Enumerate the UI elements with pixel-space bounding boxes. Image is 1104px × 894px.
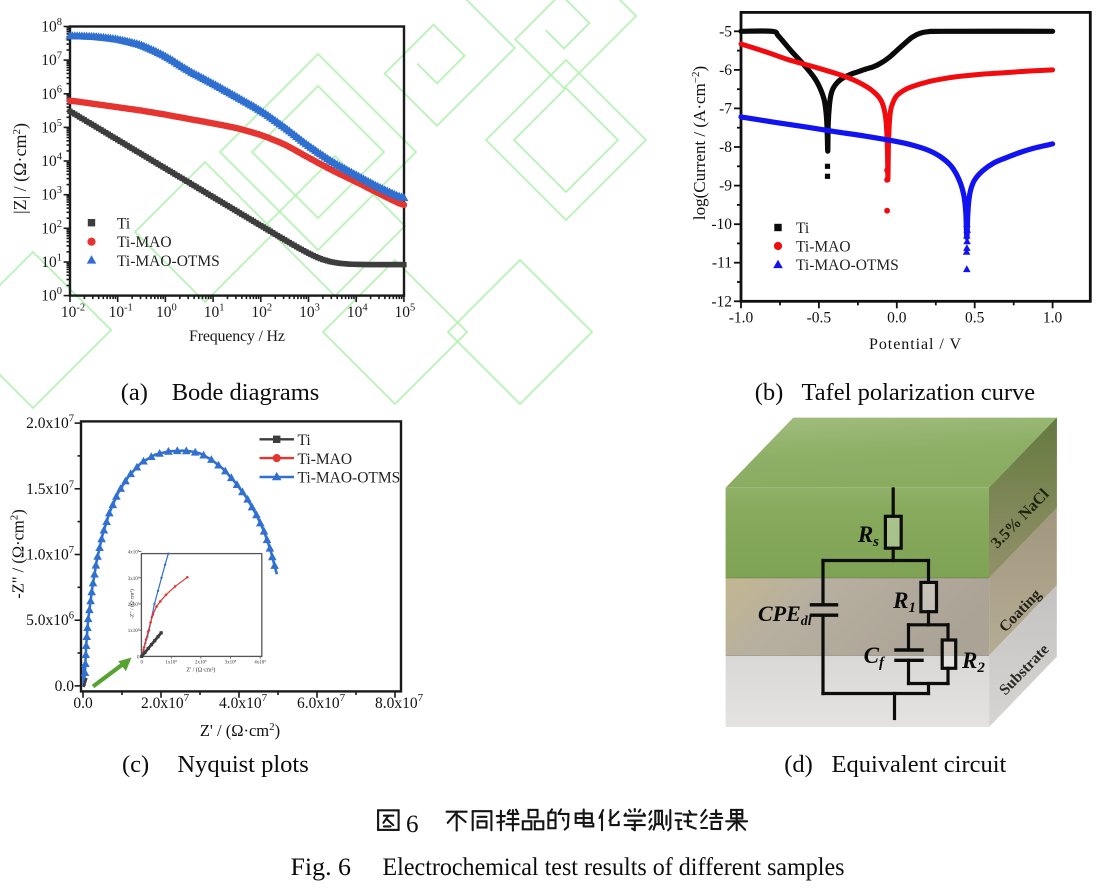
svg-text:Z' / (Ω·cm2): Z' / (Ω·cm2) <box>200 721 280 740</box>
svg-text:6.0x107: 6.0x107 <box>297 692 346 712</box>
svg-text:0.5: 0.5 <box>965 310 985 327</box>
svg-text:-7: -7 <box>719 100 732 117</box>
svg-text:1.0x107: 1.0x107 <box>26 545 74 564</box>
svg-text:107: 107 <box>41 51 62 70</box>
svg-text:103: 103 <box>299 303 320 322</box>
svg-text:Z' / (Ω·cm²): Z' / (Ω·cm²) <box>186 666 215 673</box>
svg-text:3x10⁵: 3x10⁵ <box>225 659 237 665</box>
svg-text:Bode diagrams: Bode diagrams <box>172 379 320 406</box>
svg-text:-12: -12 <box>711 293 732 310</box>
svg-text:CPEdl: CPEdl <box>758 601 812 629</box>
svg-text:0.0: 0.0 <box>55 678 75 695</box>
svg-text:Ti-MAO-OTMS: Ti-MAO-OTMS <box>117 253 220 270</box>
svg-text:10-2: 10-2 <box>61 303 85 322</box>
svg-text:102: 102 <box>251 303 272 322</box>
svg-text:-8: -8 <box>719 139 732 156</box>
svg-text:(d): (d) <box>784 751 813 778</box>
svg-text:5.0x106: 5.0x106 <box>26 611 74 630</box>
svg-text:(b): (b) <box>755 379 784 406</box>
svg-text:-9: -9 <box>719 178 732 195</box>
svg-text:Ti-MAO-OTMS: Ti-MAO-OTMS <box>796 257 899 274</box>
svg-text:3x10⁵: 3x10⁵ <box>128 576 140 582</box>
svg-text:0.0: 0.0 <box>73 695 93 712</box>
svg-text:Ti-MAO: Ti-MAO <box>117 234 172 251</box>
svg-text:102: 102 <box>41 219 62 238</box>
svg-text:Fig. 6: Fig. 6 <box>291 854 352 881</box>
svg-text:Equivalent circuit: Equivalent circuit <box>832 751 1007 778</box>
svg-text:4x10⁵: 4x10⁵ <box>254 659 266 665</box>
svg-text:Ti-MAO: Ti-MAO <box>298 451 353 468</box>
svg-text:1x10⁵: 1x10⁵ <box>128 628 140 634</box>
svg-text:4.0x107: 4.0x107 <box>219 692 268 712</box>
svg-text:Potential / V: Potential / V <box>869 336 961 353</box>
svg-text:103: 103 <box>41 185 62 204</box>
svg-text:Ti-MAO: Ti-MAO <box>796 239 851 256</box>
svg-text:108: 108 <box>41 17 62 36</box>
svg-text:8.0x107: 8.0x107 <box>375 692 424 712</box>
svg-text:1.5x107: 1.5x107 <box>26 479 74 498</box>
svg-text:106: 106 <box>41 84 62 103</box>
svg-text:Electrochemical test results o: Electrochemical test results of differen… <box>383 854 845 881</box>
svg-text:Ti: Ti <box>117 215 131 232</box>
svg-text:-11: -11 <box>712 255 732 272</box>
svg-text:-10: -10 <box>711 216 732 233</box>
svg-text:0: 0 <box>140 660 143 665</box>
svg-text:104: 104 <box>347 303 369 322</box>
svg-text:-5: -5 <box>719 23 732 40</box>
svg-text:0: 0 <box>137 655 140 660</box>
svg-text:-6: -6 <box>719 62 732 79</box>
svg-text:0.0: 0.0 <box>887 310 907 327</box>
svg-text:2x10⁵: 2x10⁵ <box>128 602 140 608</box>
svg-text:101: 101 <box>41 253 62 272</box>
svg-text:10-1: 10-1 <box>109 303 133 322</box>
svg-text:Tafel polarization curve: Tafel polarization curve <box>802 379 1036 406</box>
svg-text:100: 100 <box>41 286 62 305</box>
svg-text:2.0x107: 2.0x107 <box>141 692 190 712</box>
svg-text:100: 100 <box>156 303 177 322</box>
svg-text:Ti-MAO-OTMS: Ti-MAO-OTMS <box>298 470 401 487</box>
svg-text:-0.5: -0.5 <box>807 310 832 327</box>
svg-text:2.0x107: 2.0x107 <box>26 414 74 433</box>
svg-text:105: 105 <box>41 118 62 137</box>
svg-text:104: 104 <box>41 152 63 171</box>
svg-text:105: 105 <box>395 303 416 322</box>
svg-text:2x10⁵: 2x10⁵ <box>195 659 207 665</box>
svg-text:Ti: Ti <box>796 220 810 237</box>
svg-text:-1.0: -1.0 <box>729 310 754 327</box>
svg-text:4x10⁵: 4x10⁵ <box>128 550 140 556</box>
svg-text:6: 6 <box>406 811 419 838</box>
svg-text:log(Current / (A·cm−2): log(Current / (A·cm−2) <box>690 66 709 220</box>
svg-text:-Z" / (Ω·cm2): -Z" / (Ω·cm2) <box>9 509 28 599</box>
svg-text:101: 101 <box>204 303 225 322</box>
svg-text:1x10⁵: 1x10⁵ <box>165 659 177 665</box>
svg-text:Ti: Ti <box>298 432 312 449</box>
svg-text:(c): (c) <box>122 751 149 778</box>
svg-text:Nyquist plots: Nyquist plots <box>177 751 308 778</box>
svg-text:(a): (a) <box>121 379 148 406</box>
svg-text:|Z| / (Ω·cm2): |Z| / (Ω·cm2) <box>10 123 31 214</box>
svg-text:1.0: 1.0 <box>1043 310 1063 327</box>
svg-text:Frequency / Hz: Frequency / Hz <box>189 328 285 345</box>
svg-text:-Z" / (Ω·cm²): -Z" / (Ω·cm²) <box>129 589 136 619</box>
